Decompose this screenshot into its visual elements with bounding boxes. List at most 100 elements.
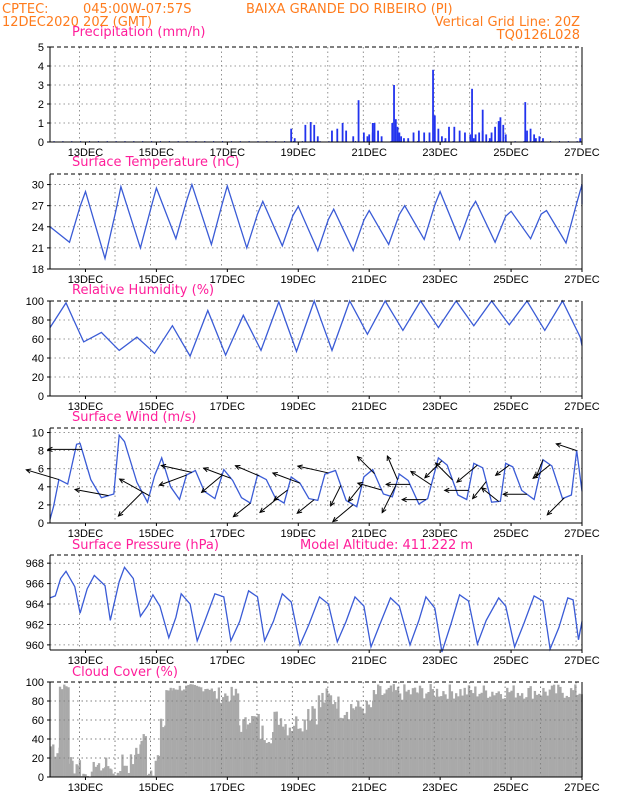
- precip-bar: [304, 124, 307, 142]
- cloud-bar: [104, 757, 108, 777]
- wind-vector-head: [546, 509, 553, 516]
- cloud-bar: [211, 691, 214, 777]
- wind-vector: [74, 489, 109, 497]
- cloud-bar: [538, 693, 541, 777]
- wind-vector-head: [232, 511, 239, 518]
- y-tick-label: 18: [32, 264, 44, 276]
- cloud-bar: [123, 765, 126, 777]
- x-tick-label: 13DEC: [68, 401, 104, 413]
- wind-vector-head: [356, 481, 363, 487]
- cloud-bar: [228, 701, 231, 777]
- wind-vector-head: [158, 481, 165, 487]
- precip-bar: [526, 130, 528, 142]
- wind-vector: [348, 484, 363, 502]
- cloud-bar: [191, 684, 194, 777]
- cloud-bar: [159, 718, 163, 777]
- cloud-bar: [542, 687, 545, 777]
- wind-vector: [495, 464, 510, 476]
- panel-precipitation: 0 1 2 3 4 5 13DEC 15DEC 17DEC 19DEC 21DEC 23DEC 25DE…: [38, 25, 600, 159]
- cloud-bar: [565, 695, 569, 777]
- precip-bar: [533, 134, 536, 142]
- y-tick-label: 0: [38, 518, 44, 530]
- x-tick-label: 19DEC: [281, 274, 317, 286]
- precip-bar: [393, 85, 395, 142]
- cloud-bar: [208, 689, 211, 777]
- cloud-bar: [86, 775, 89, 777]
- cloud-bar: [165, 690, 168, 777]
- wind-vector: [357, 482, 382, 491]
- cloud-bar: [467, 685, 471, 777]
- x-tick-label: 21DEC: [351, 147, 387, 159]
- x-tick-label: 15DEC: [139, 782, 175, 794]
- y-tick-label: 964: [26, 599, 44, 611]
- y-tick-label: 60: [32, 715, 44, 727]
- y-tick-label: 3: [38, 80, 44, 92]
- cloud-bar: [232, 695, 235, 777]
- x-tick-label: 21DEC: [351, 782, 387, 794]
- cloud-bar: [523, 698, 526, 777]
- y-tick-label: 962: [26, 619, 44, 631]
- cloud-bar: [167, 690, 170, 777]
- cloud-bar: [563, 697, 566, 777]
- cloud-bar: [246, 724, 250, 777]
- wind-vector-head: [273, 495, 280, 501]
- precip-bar: [464, 132, 466, 142]
- cloud-bar: [84, 774, 87, 777]
- cloud-bar: [67, 687, 70, 777]
- precip-bar: [534, 138, 537, 142]
- y-tick-label: 24: [32, 222, 44, 234]
- cloud-bar: [69, 757, 73, 777]
- x-tick-label: 17DEC: [210, 655, 246, 667]
- precip-bar: [458, 130, 461, 142]
- y-tick-label: 20: [32, 372, 44, 384]
- cloud-bar: [94, 766, 98, 777]
- cloud-bar: [102, 768, 105, 777]
- x-tick-label: 25DEC: [493, 782, 529, 794]
- cloud-bar: [359, 706, 362, 777]
- wind-vector: [118, 491, 143, 517]
- wind-speed-line: [49, 433, 583, 520]
- x-tick-label: 13DEC: [68, 147, 104, 159]
- cloud-bar: [385, 689, 388, 777]
- cloud-bar: [469, 689, 473, 777]
- cloud-bar: [357, 700, 360, 777]
- cloud-bar: [569, 688, 573, 777]
- x-tick-label: 19DEC: [281, 528, 317, 540]
- cloud-bar: [525, 697, 528, 777]
- cloud-bar: [321, 692, 324, 777]
- cloud-bar: [154, 760, 157, 777]
- y-tick-label: 968: [26, 558, 44, 570]
- cloud-bar: [407, 689, 410, 777]
- x-tick-label: 23DEC: [422, 274, 458, 286]
- wind-vector: [435, 462, 453, 481]
- x-tick-label: 21DEC: [351, 655, 387, 667]
- cloud-bar: [343, 715, 346, 777]
- wind-vector-head: [200, 487, 207, 494]
- cloud-bar: [273, 711, 276, 777]
- cloud-bar: [50, 746, 53, 777]
- cloud-bar: [411, 688, 415, 777]
- wind-vector-head: [118, 478, 125, 484]
- y-tick-label: 10: [32, 428, 44, 440]
- panels: 0 1 2 3 4 5 13DEC 15DEC 17DEC 19DEC 21DEC 23DEC 25DE…: [25, 25, 600, 794]
- cloud-bar: [550, 685, 554, 777]
- precip-bar: [444, 138, 447, 142]
- cloud-bar: [67, 763, 71, 777]
- x-tick-label: 13DEC: [68, 655, 104, 667]
- cloud-bar: [337, 696, 340, 777]
- cloud-bar: [226, 695, 229, 777]
- cloud-bar: [58, 686, 62, 777]
- cloud-bar: [193, 684, 196, 777]
- cloud-bar: [286, 735, 289, 777]
- cloud-bar: [215, 698, 218, 777]
- cloud-bar: [413, 687, 417, 777]
- x-tick-label: 27DEC: [564, 401, 600, 413]
- x-tick-label: 25DEC: [493, 655, 529, 667]
- wind-vector-head: [347, 496, 354, 503]
- cloud-bar: [272, 732, 275, 777]
- model-altitude: Model Altitude: 411.222 m: [300, 538, 473, 553]
- wind-vector-head: [296, 508, 303, 514]
- cloud-bar: [234, 688, 238, 777]
- cloud-bar: [65, 686, 68, 777]
- cloud-bar: [137, 753, 140, 777]
